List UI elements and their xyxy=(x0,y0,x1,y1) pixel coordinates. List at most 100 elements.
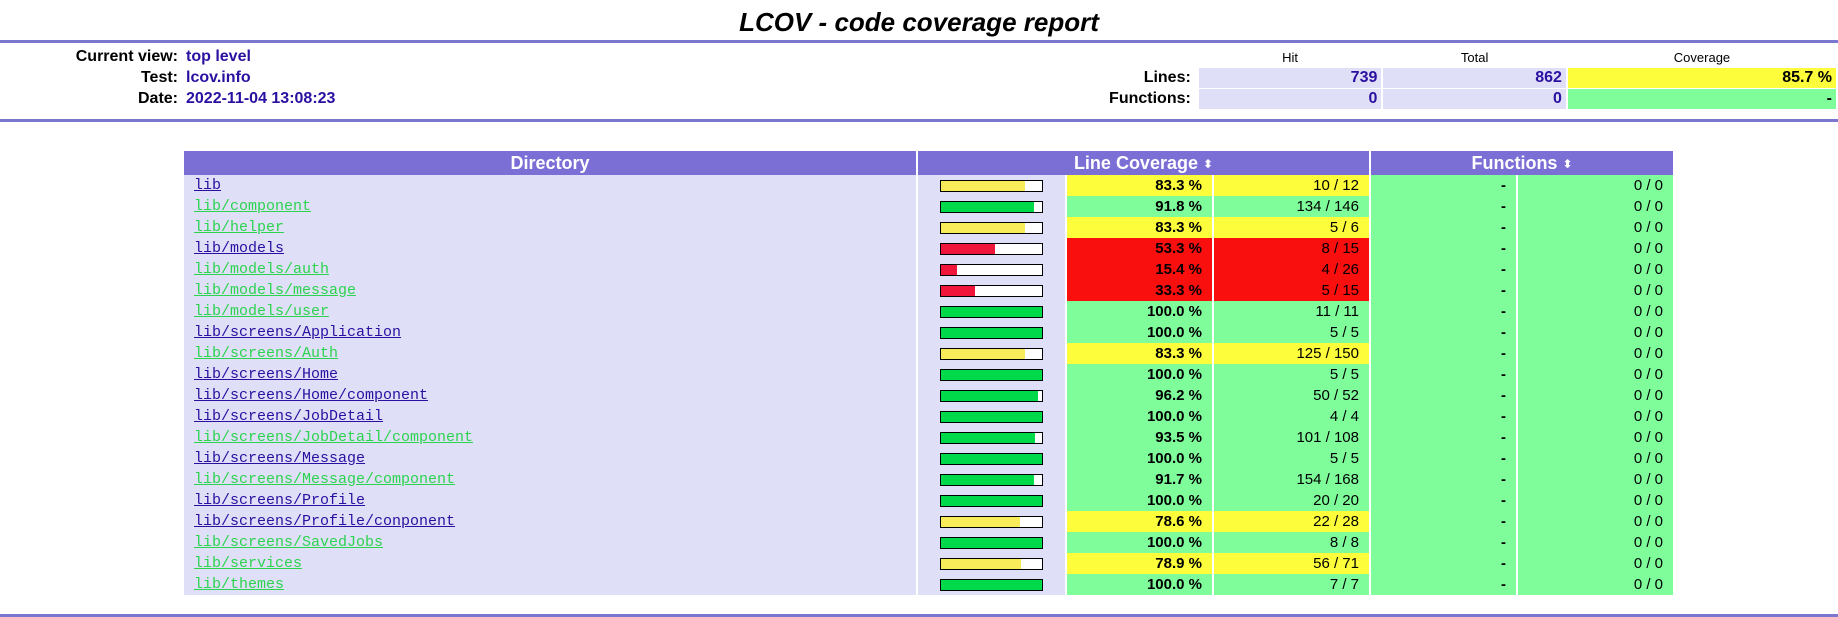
directory-cell: lib/models/user xyxy=(184,301,916,322)
directory-link[interactable]: lib/models/user xyxy=(194,303,330,320)
directory-cell: lib xyxy=(184,175,916,196)
table-row: lib/screens/Profile/conponent 78.6 % 22 / … xyxy=(184,511,1673,532)
table-row: lib/component 91.8 % 134 / 146-0 / 0 xyxy=(184,196,1673,217)
directory-link[interactable]: lib/screens/SavedJobs xyxy=(194,534,384,551)
current-view-label: Current view: xyxy=(75,47,178,65)
line-coverage-count: 101 / 108 xyxy=(1214,427,1369,448)
directory-link[interactable]: lib/screens/Application xyxy=(194,324,402,341)
function-coverage-count: 0 / 0 xyxy=(1518,490,1673,511)
coverage-bar-fill xyxy=(941,538,1042,549)
line-coverage-percent: 100.0 % xyxy=(1067,322,1212,343)
table-row: lib/helper 83.3 % 5 / 6-0 / 0 xyxy=(184,217,1673,238)
function-coverage-count: 0 / 0 xyxy=(1518,322,1673,343)
directory-cell: lib/models xyxy=(184,238,916,259)
coverage-bar-fill xyxy=(941,412,1042,423)
directory-cell: lib/themes xyxy=(184,574,916,595)
coverage-bar-fill xyxy=(941,559,1021,570)
col-functions[interactable]: Functions ⬍ xyxy=(1371,151,1673,175)
coverage-bar-cell xyxy=(918,490,1065,511)
coverage-bar xyxy=(940,180,1043,193)
directory-link[interactable]: lib/services xyxy=(194,555,303,572)
directory-link[interactable]: lib xyxy=(194,177,222,194)
function-coverage-count: 0 / 0 xyxy=(1518,301,1673,322)
function-coverage-count: 0 / 0 xyxy=(1518,532,1673,553)
function-coverage-count: 0 / 0 xyxy=(1518,469,1673,490)
table-row: lib/models 53.3 % 8 / 15-0 / 0 xyxy=(184,238,1673,259)
table-row: lib 83.3 % 10 / 12-0 / 0 xyxy=(184,175,1673,196)
coverage-bar xyxy=(940,579,1043,592)
coverage-bar-fill xyxy=(941,307,1042,318)
function-coverage-percent: - xyxy=(1371,364,1516,385)
lines-hit: 739 xyxy=(1198,68,1382,88)
table-row: lib/screens/Auth 83.3 % 125 / 150-0 / 0 xyxy=(184,343,1673,364)
directory-link[interactable]: lib/themes xyxy=(194,576,285,593)
line-coverage-percent: 100.0 % xyxy=(1067,574,1212,595)
coverage-bar xyxy=(940,285,1043,298)
function-coverage-count: 0 / 0 xyxy=(1518,196,1673,217)
coverage-bar xyxy=(940,222,1043,235)
coverage-bar xyxy=(940,201,1043,214)
function-coverage-percent: - xyxy=(1371,490,1516,511)
summary-table: Hit Total Coverage Lines: 739 862 85.7 %… xyxy=(1085,46,1838,110)
line-coverage-percent: 100.0 % xyxy=(1067,406,1212,427)
sort-icon[interactable]: ⬍ xyxy=(1203,156,1214,171)
line-coverage-percent: 91.8 % xyxy=(1067,196,1212,217)
directory-link[interactable]: lib/screens/Home/component xyxy=(194,387,429,404)
coverage-bar xyxy=(940,348,1043,361)
directory-link[interactable]: lib/models/message xyxy=(194,282,357,299)
directory-cell: lib/screens/Home/component xyxy=(184,385,916,406)
coverage-bar xyxy=(940,537,1043,550)
line-coverage-count: 10 / 12 xyxy=(1214,175,1369,196)
directory-cell: lib/models/message xyxy=(184,280,916,301)
coverage-bar-cell xyxy=(918,385,1065,406)
coverage-bar-cell xyxy=(918,217,1065,238)
directory-cell: lib/component xyxy=(184,196,916,217)
function-coverage-count: 0 / 0 xyxy=(1518,385,1673,406)
function-coverage-count: 0 / 0 xyxy=(1518,343,1673,364)
col-line-coverage[interactable]: Line Coverage ⬍ xyxy=(918,151,1369,175)
directory-link[interactable]: lib/screens/Home xyxy=(194,366,339,383)
table-row: lib/screens/Home 100.0 % 5 / 5-0 / 0 xyxy=(184,364,1673,385)
line-coverage-percent: 78.6 % xyxy=(1067,511,1212,532)
function-coverage-percent: - xyxy=(1371,259,1516,280)
coverage-bar-fill xyxy=(941,433,1036,444)
line-coverage-count: 7 / 7 xyxy=(1214,574,1369,595)
line-coverage-count: 5 / 5 xyxy=(1214,364,1369,385)
function-coverage-percent: - xyxy=(1371,217,1516,238)
function-coverage-percent: - xyxy=(1371,574,1516,595)
directory-link[interactable]: lib/screens/Auth xyxy=(194,345,339,362)
coverage-bar-cell xyxy=(918,427,1065,448)
coverage-bar xyxy=(940,516,1043,529)
function-coverage-percent: - xyxy=(1371,511,1516,532)
coverage-bar-cell xyxy=(918,511,1065,532)
date-value: 2022-11-04 13:08:23 xyxy=(186,89,336,107)
coverage-bar-cell xyxy=(918,448,1065,469)
directory-link[interactable]: lib/screens/JobDetail xyxy=(194,408,384,425)
coverage-bar-cell xyxy=(918,175,1065,196)
function-coverage-count: 0 / 0 xyxy=(1518,574,1673,595)
table-row: lib/services 78.9 % 56 / 71-0 / 0 xyxy=(184,553,1673,574)
directory-link[interactable]: lib/screens/JobDetail/component xyxy=(194,429,474,446)
line-coverage-count: 154 / 168 xyxy=(1214,469,1369,490)
coverage-bar-fill xyxy=(941,349,1026,360)
function-coverage-percent: - xyxy=(1371,238,1516,259)
table-row: lib/screens/Application 100.0 % 5 / 5-0 / … xyxy=(184,322,1673,343)
function-coverage-count: 0 / 0 xyxy=(1518,280,1673,301)
coverage-bar-cell xyxy=(918,196,1065,217)
coverage-bar-cell xyxy=(918,469,1065,490)
line-coverage-count: 5 / 6 xyxy=(1214,217,1369,238)
sort-icon[interactable]: ⬍ xyxy=(1562,156,1573,171)
directory-link[interactable]: lib/screens/Profile xyxy=(194,492,366,509)
directory-link[interactable]: lib/helper xyxy=(194,219,285,236)
summary-col-hit: Hit xyxy=(1282,49,1299,65)
directory-link[interactable]: lib/models xyxy=(194,240,285,257)
directory-link[interactable]: lib/models/auth xyxy=(194,261,330,278)
coverage-bar-cell xyxy=(918,553,1065,574)
directory-link[interactable]: lib/screens/Message xyxy=(194,450,366,467)
directory-cell: lib/screens/Message xyxy=(184,448,916,469)
directory-link[interactable]: lib/component xyxy=(194,198,312,215)
coverage-bar xyxy=(940,411,1043,424)
coverage-bar-fill xyxy=(941,181,1026,192)
directory-link[interactable]: lib/screens/Profile/conponent xyxy=(194,513,456,530)
directory-link[interactable]: lib/screens/Message/component xyxy=(194,471,456,488)
